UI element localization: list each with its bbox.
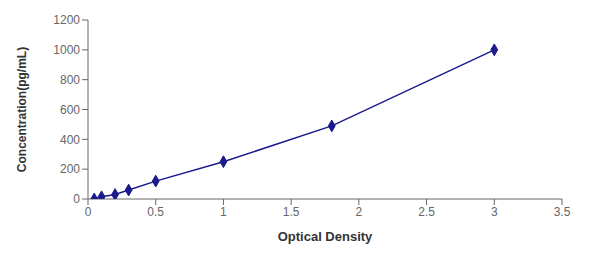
svg-text:1000: 1000 — [53, 43, 80, 57]
svg-text:0: 0 — [73, 192, 80, 206]
svg-text:800: 800 — [60, 73, 80, 87]
svg-text:1.5: 1.5 — [283, 205, 300, 219]
svg-text:200: 200 — [60, 162, 80, 176]
svg-text:3.5: 3.5 — [554, 205, 571, 219]
svg-text:2: 2 — [356, 205, 363, 219]
svg-text:Concentration(pg/mL): Concentration(pg/mL) — [15, 47, 29, 172]
svg-text:1: 1 — [220, 205, 227, 219]
svg-text:0.5: 0.5 — [147, 205, 164, 219]
svg-text:600: 600 — [60, 103, 80, 117]
svg-text:2.5: 2.5 — [418, 205, 435, 219]
svg-text:400: 400 — [60, 133, 80, 147]
svg-text:Optical Density: Optical Density — [278, 229, 373, 244]
svg-text:3: 3 — [491, 205, 498, 219]
svg-text:1200: 1200 — [53, 13, 80, 27]
svg-text:0: 0 — [85, 205, 92, 219]
